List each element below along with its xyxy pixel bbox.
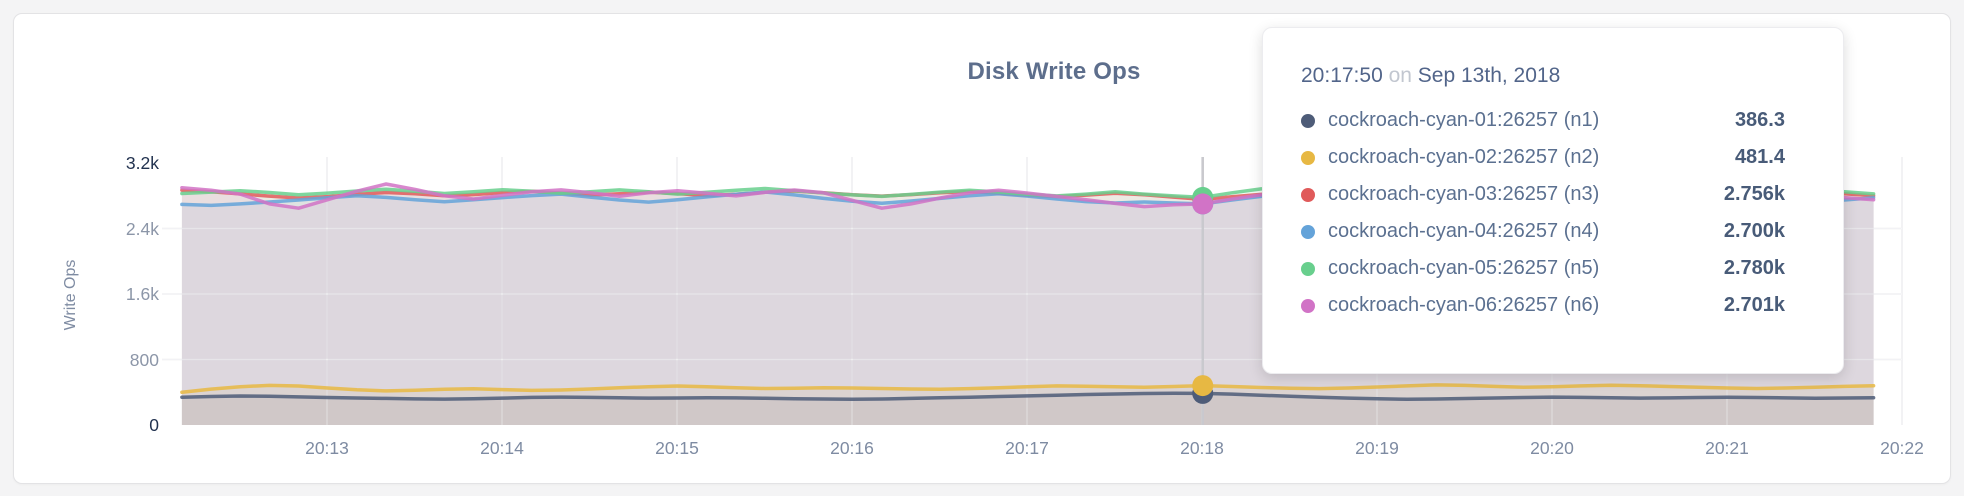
tooltip-series-row: cockroach-cyan-03:26257 (n3) 2.756k: [1301, 176, 1785, 213]
y-tick-label: 2.4k: [125, 218, 159, 239]
tooltip-on-word: on: [1388, 64, 1412, 87]
y-tick-label: 3.2k: [125, 153, 159, 173]
x-tick-label: 20:14: [480, 438, 524, 458]
x-tick-label: 20:13: [305, 438, 349, 458]
series-color-dot: [1301, 261, 1315, 276]
series-name: cockroach-cyan-04:26257 (n4): [1328, 220, 1600, 242]
series-value: 2.701k: [1723, 294, 1785, 316]
y-tick-label: 0: [149, 415, 159, 435]
series-color-dot: [1301, 113, 1315, 128]
chart-card: Disk Write Ops Write Ops 0 800 1.6k 2.4k…: [13, 13, 1951, 484]
series-value: 2.780k: [1723, 257, 1785, 279]
tooltip-date: Sep 13th, 2018: [1417, 64, 1561, 87]
series-name: cockroach-cyan-03:26257 (n3): [1328, 183, 1600, 205]
tooltip-series-row: cockroach-cyan-04:26257 (n4) 2.700k: [1301, 213, 1785, 250]
series-name: cockroach-cyan-05:26257 (n5): [1328, 257, 1600, 279]
x-tick-label: 20:17: [1005, 438, 1049, 458]
series-value: 481.4: [1734, 146, 1785, 168]
series-name: cockroach-cyan-06:26257 (n6): [1328, 294, 1600, 316]
series-color-dot: [1301, 187, 1315, 202]
series-value: 2.756k: [1723, 183, 1785, 205]
y-tick-label: 1.6k: [125, 284, 159, 304]
x-tick-label: 20:16: [830, 438, 874, 458]
series-value: 2.700k: [1723, 220, 1785, 242]
tooltip-time: 20:17:50: [1301, 64, 1383, 87]
series-color-dot: [1301, 150, 1315, 165]
x-tick-label: 20:22: [1880, 438, 1924, 458]
series-value: 386.3: [1734, 109, 1785, 131]
tooltip-series-row: cockroach-cyan-06:26257 (n6) 2.701k: [1301, 287, 1785, 324]
series-color-dot: [1301, 224, 1315, 239]
page-title: Disk Write Ops: [967, 58, 1141, 85]
series-name: cockroach-cyan-01:26257 (n1): [1328, 109, 1600, 131]
y-tick-label: 800: [129, 349, 159, 370]
x-tick-label: 20:18: [1180, 438, 1224, 458]
series-color-dot: [1301, 298, 1315, 313]
chart-tooltip: 20:17:50 on Sep 13th, 2018 cockroach-cya…: [1262, 27, 1844, 374]
x-tick-label: 20:15: [655, 438, 699, 458]
tooltip-legend: cockroach-cyan-01:26257 (n1) 386.3 cockr…: [1301, 102, 1785, 324]
tooltip-series-row: cockroach-cyan-05:26257 (n5) 2.780k: [1301, 250, 1785, 287]
x-tick-label: 20:19: [1355, 438, 1399, 458]
tooltip-series-row: cockroach-cyan-02:26257 (n2) 481.4: [1301, 139, 1785, 176]
series-name: cockroach-cyan-02:26257 (n2): [1328, 146, 1600, 168]
x-tick-label: 20:20: [1530, 438, 1574, 458]
tooltip-series-row: cockroach-cyan-01:26257 (n1) 386.3: [1301, 102, 1785, 139]
tooltip-timestamp: 20:17:50 on Sep 13th, 2018: [1301, 64, 1843, 88]
x-tick-label: 20:21: [1705, 438, 1749, 458]
